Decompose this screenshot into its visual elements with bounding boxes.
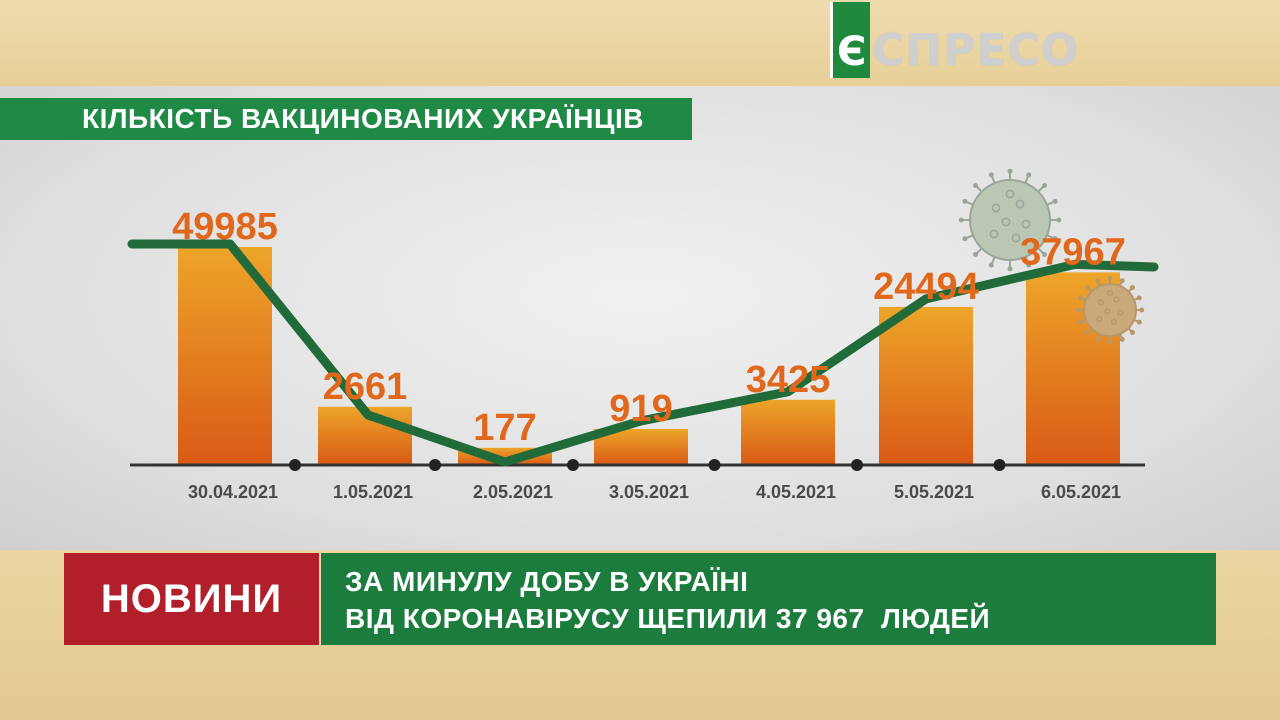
virus-icon-spike-tip-12 xyxy=(1107,275,1113,281)
virus-icon-spike-tip-6 xyxy=(972,252,978,258)
virus-icon-spike-tip-11 xyxy=(988,172,994,178)
axis-dot-2 xyxy=(567,459,579,471)
axis-dot-0 xyxy=(289,459,301,471)
x-tick-label-4: 4.05.2021 xyxy=(756,482,836,502)
virus-icon-spike-tip-11 xyxy=(1095,278,1101,284)
virus-icon-spike-tip-5 xyxy=(1095,336,1101,342)
virus-icon-spot-1 xyxy=(1015,199,1025,209)
virus-icon-spike-tip-5 xyxy=(988,262,994,268)
axis-dot-4 xyxy=(851,459,863,471)
bar-4 xyxy=(741,399,835,465)
data-label-2: 177 xyxy=(473,407,536,449)
virus-icon-spot-4 xyxy=(989,229,999,239)
virus-icon-spike-tip-8 xyxy=(1075,307,1081,313)
data-label-0: 49985 xyxy=(172,206,278,248)
axis-dot-5 xyxy=(993,459,1006,471)
virus-icon-spot-3 xyxy=(1104,308,1111,315)
news-ticker: НОВИНИ ЗА МИНУЛУ ДОБУ В УКРАЇНІ ВІД КОРО… xyxy=(64,553,1216,645)
top-background xyxy=(0,0,1280,86)
virus-icon-spike-tip-4 xyxy=(1007,266,1013,272)
virus-icon-spot-6 xyxy=(1106,290,1114,297)
virus-icon-spike-tip-15 xyxy=(1052,198,1058,204)
virus-icon-spot-1 xyxy=(1113,296,1120,303)
virus-icon xyxy=(958,168,1062,272)
virus-icon-body xyxy=(969,179,1051,261)
virus-icon-spike-tip-0 xyxy=(1056,217,1062,223)
virus-icon-spike-tip-4 xyxy=(1107,339,1113,345)
channel-logo: Є СПРЕСО xyxy=(830,0,1079,78)
x-tick-label-5: 5.05.2021 xyxy=(894,482,974,502)
data-label-3: 919 xyxy=(609,388,672,430)
virus-icon-spike-tip-6 xyxy=(1085,329,1091,335)
axis-dot-1 xyxy=(429,459,441,471)
virus-icon-spike-tip-12 xyxy=(1007,168,1013,174)
virus-icon-spike-tip-2 xyxy=(1042,252,1048,258)
virus-icon-spike-tip-14 xyxy=(1129,285,1135,291)
x-tick-label-3: 3.05.2021 xyxy=(609,482,689,502)
x-tick-label-6: 6.05.2021 xyxy=(1041,482,1121,502)
virus-icon-spot-0 xyxy=(1097,299,1104,306)
virus-icon-spike-tip-1 xyxy=(1136,319,1142,325)
virus-icon-spot-3 xyxy=(1001,217,1011,227)
virus-icon-spike-tip-9 xyxy=(1078,295,1084,301)
virus-icon-spike-tip-15 xyxy=(1136,295,1142,301)
news-tag: НОВИНИ xyxy=(64,553,321,645)
virus-icon-spot-2 xyxy=(1117,309,1124,316)
axis-dot-3 xyxy=(708,459,721,471)
virus-icon-spike-tip-3 xyxy=(1119,336,1125,342)
data-label-6: 37967 xyxy=(1020,231,1126,273)
virus-icon xyxy=(1075,275,1145,345)
trend-line xyxy=(127,239,1159,467)
virus-icon-spot-5 xyxy=(1110,318,1117,325)
logo-text: СПРЕСО xyxy=(872,25,1080,76)
headline-line-2: ВІД КОРОНАВІРУСУ ЩЕПИЛИ 37 967 ЛЮДЕЙ xyxy=(345,603,991,634)
x-tick-label-2: 2.05.2021 xyxy=(473,482,553,502)
virus-icon-spot-4 xyxy=(1096,316,1103,323)
virus-icon-spike-tip-8 xyxy=(958,217,964,223)
virus-icon-spike-tip-2 xyxy=(1129,329,1135,335)
data-label-1: 2661 xyxy=(323,366,408,408)
virus-icon-spot-0 xyxy=(991,203,1001,213)
logo-mark: Є xyxy=(830,2,870,78)
headline: ЗА МИНУЛУ ДОБУ В УКРАЇНІ ВІД КОРОНАВІРУС… xyxy=(321,553,1216,645)
virus-icon-spike-tip-9 xyxy=(962,198,968,204)
data-label-4: 3425 xyxy=(746,359,831,401)
virus-icon-spike-tip-3 xyxy=(1026,262,1032,268)
data-label-5: 24494 xyxy=(873,266,979,308)
bar-5 xyxy=(879,306,973,465)
headline-line-1: ЗА МИНУЛУ ДОБУ В УКРАЇНІ xyxy=(345,566,749,597)
virus-icon-spike-tip-14 xyxy=(1042,182,1048,188)
chart-title: КІЛЬКІСТЬ ВАКЦИНОВАНИХ УКРАЇНЦІВ xyxy=(0,98,692,140)
virus-icon-spike-tip-0 xyxy=(1139,307,1145,313)
virus-icon-spike-tip-1 xyxy=(1052,236,1058,242)
x-tick-label-1: 1.05.2021 xyxy=(333,482,413,502)
virus-icon-spot-5 xyxy=(1011,233,1021,243)
virus-icon-spike-tip-10 xyxy=(972,182,978,188)
virus-icon-spike-tip-10 xyxy=(1085,285,1091,291)
virus-icon-spike-tip-7 xyxy=(1078,319,1084,325)
x-tick-label-0: 30.04.2021 xyxy=(188,482,278,502)
virus-icon-spike-tip-13 xyxy=(1026,172,1032,178)
virus-icon-spot-6 xyxy=(1005,189,1015,199)
virus-icon-spike-tip-13 xyxy=(1119,278,1125,284)
virus-icon-spike-tip-7 xyxy=(962,236,968,242)
virus-icon-spot-2 xyxy=(1021,219,1031,229)
